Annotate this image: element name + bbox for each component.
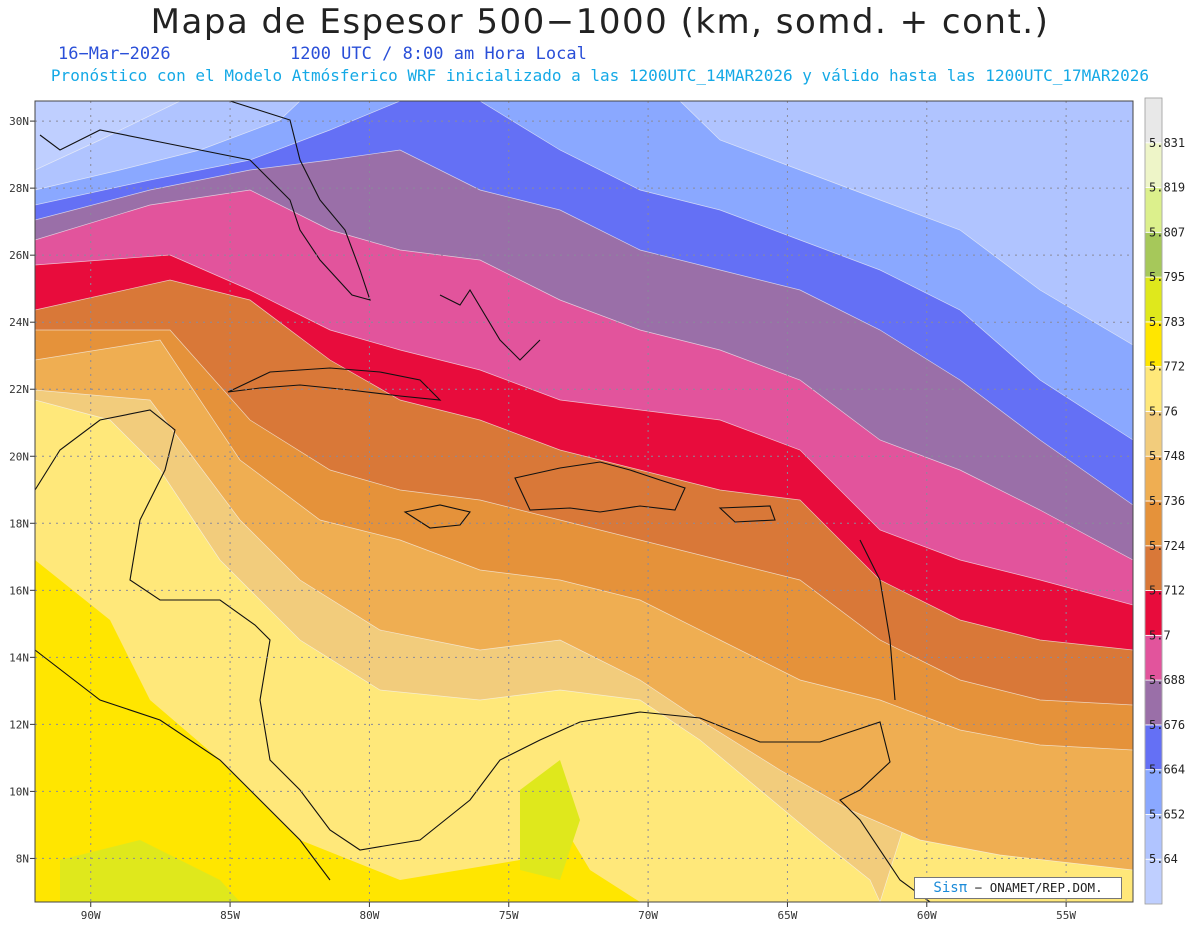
warm-pocket bbox=[35, 560, 640, 902]
coastline bbox=[859, 539, 896, 701]
colorbar-label: 5.783 bbox=[1149, 315, 1185, 329]
coastline bbox=[439, 288, 541, 361]
graticule bbox=[35, 101, 1133, 902]
coastline bbox=[227, 367, 442, 401]
band-fill bbox=[35, 101, 1133, 346]
sispi-logo: Sisπ bbox=[933, 880, 968, 896]
lat-label: 18N bbox=[9, 517, 29, 530]
lat-label: 16N bbox=[9, 584, 29, 597]
coastline bbox=[514, 461, 686, 513]
lon-label: 60W bbox=[917, 909, 937, 922]
colorbar-label: 5.795 bbox=[1149, 270, 1185, 284]
map-title: Mapa de Espesor 500−1000 (km, somd. + co… bbox=[150, 2, 1050, 42]
coastline bbox=[34, 409, 931, 903]
colorbar-label: 5.831 bbox=[1149, 136, 1185, 150]
colorbar-frame bbox=[1144, 97, 1163, 905]
colorbar-label: 5.76 bbox=[1149, 404, 1178, 418]
lat-label: 22N bbox=[9, 383, 29, 396]
colorbar-label: 5.664 bbox=[1149, 763, 1185, 777]
coastline bbox=[403, 504, 471, 529]
lat-label: 30N bbox=[9, 115, 29, 128]
colorbar-label: 5.819 bbox=[1149, 181, 1185, 195]
colorbar-label: 5.772 bbox=[1149, 360, 1185, 374]
map-frame bbox=[34, 100, 1134, 903]
thickness-contour-fill bbox=[35, 101, 1133, 902]
warm-pocket bbox=[60, 840, 240, 902]
lat-label: 26N bbox=[9, 249, 29, 262]
colorbar-label: 5.676 bbox=[1149, 718, 1185, 732]
coastlines bbox=[34, 100, 931, 903]
forecast-info: Pronóstico con el Modelo Atmósferico WRF… bbox=[50, 66, 1150, 85]
forecast-time: 1200 UTC / 8:00 am Hora Local bbox=[290, 44, 587, 64]
lat-label: 14N bbox=[9, 651, 29, 664]
lon-label: 65W bbox=[777, 909, 797, 922]
lat-label: 10N bbox=[9, 785, 29, 798]
lat-label: 20N bbox=[9, 450, 29, 463]
lon-label: 80W bbox=[359, 909, 379, 922]
colorbar-label: 5.736 bbox=[1149, 494, 1185, 508]
credit-box: Sisπ − ONAMET/REP.DOM. bbox=[914, 877, 1122, 899]
lon-label: 55W bbox=[1056, 909, 1076, 922]
colorbar-label: 5.724 bbox=[1149, 539, 1185, 553]
axis-ticks: 90W 85W 80W 75W 70W 65W 60W 55W 30N 28N 26N 24N 22N 2… bbox=[9, 100, 1134, 922]
colorbar: 5.64 5.652 5.664 5.676 5.688 5.7 5.712 5.724 5.7… bbox=[1144, 97, 1185, 905]
band-fill bbox=[35, 101, 1133, 171]
colorbar-label: 5.807 bbox=[1149, 225, 1185, 239]
colorbar-label: 5.7 bbox=[1149, 628, 1171, 642]
lat-label: 28N bbox=[9, 182, 29, 195]
colorbar-label: 5.748 bbox=[1149, 449, 1185, 463]
forecast-date: 16−Mar−2026 bbox=[58, 44, 171, 64]
lon-label: 70W bbox=[638, 909, 658, 922]
coastline bbox=[718, 505, 776, 523]
credit-text: − ONAMET/REP.DOM. bbox=[974, 880, 1103, 895]
colorbar-label: 5.64 bbox=[1149, 852, 1178, 866]
lat-label: 12N bbox=[9, 718, 29, 731]
coastline bbox=[39, 100, 371, 301]
lon-label: 75W bbox=[499, 909, 519, 922]
warm-pocket bbox=[520, 760, 580, 880]
colorbar-label: 5.652 bbox=[1149, 807, 1185, 821]
lon-label: 90W bbox=[81, 909, 101, 922]
colorbar-label: 5.712 bbox=[1149, 584, 1185, 598]
lat-label: 8N bbox=[16, 852, 29, 865]
coastline bbox=[34, 649, 331, 881]
lon-label: 85W bbox=[220, 909, 240, 922]
colorbar-label: 5.688 bbox=[1149, 673, 1185, 687]
lat-label: 24N bbox=[9, 316, 29, 329]
